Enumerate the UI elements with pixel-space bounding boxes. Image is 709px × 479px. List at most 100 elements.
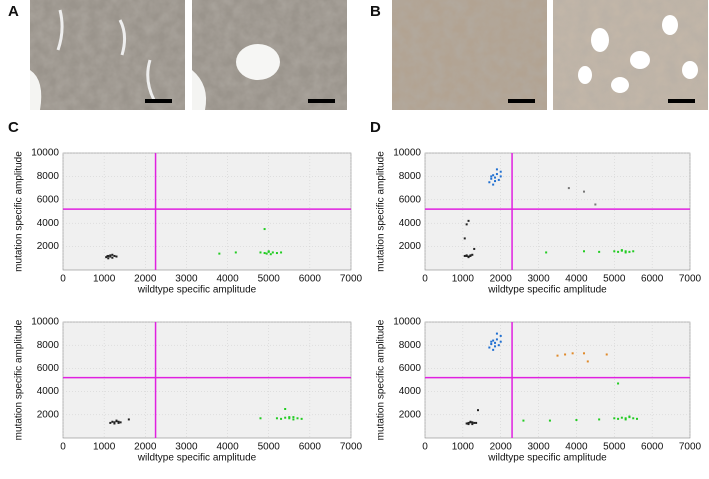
point: [115, 419, 118, 422]
y-tick-label: 2000: [37, 409, 60, 420]
point: [499, 340, 502, 343]
point: [497, 344, 500, 347]
x-tick-label: 5000: [258, 274, 281, 285]
point: [499, 175, 502, 178]
x-tick-label: 2000: [134, 274, 157, 285]
micrograph-a2: [192, 0, 347, 110]
point: [269, 253, 272, 256]
point: [463, 254, 466, 257]
point: [632, 250, 635, 253]
x-tick-label: 4000: [565, 442, 588, 453]
point: [494, 176, 497, 179]
point: [473, 421, 476, 424]
x-tick-label: 2000: [490, 274, 513, 285]
point: [492, 339, 495, 342]
point: [571, 352, 574, 355]
y-tick-label: 2000: [399, 409, 422, 420]
x-axis-label: wildtype specific amplitude: [487, 285, 607, 296]
x-tick-label: 3000: [527, 442, 550, 453]
x-tick-label: 2000: [134, 442, 157, 453]
point: [617, 250, 620, 253]
y-tick-label: 6000: [37, 363, 60, 374]
y-axis-label: mutation specific amplitude: [14, 151, 25, 272]
x-tick-label: 7000: [340, 274, 363, 285]
point: [113, 422, 116, 425]
point: [471, 423, 474, 426]
point: [263, 252, 266, 255]
y-tick-label: 6000: [399, 194, 422, 205]
point: [494, 180, 497, 183]
point: [494, 345, 497, 348]
point: [545, 251, 548, 254]
point: [467, 256, 470, 259]
x-axis-label: wildtype specific amplitude: [487, 453, 607, 464]
x-tick-label: 1000: [93, 274, 116, 285]
point: [490, 177, 493, 180]
plot-area: [424, 321, 691, 439]
point: [288, 416, 291, 419]
point: [113, 421, 116, 424]
x-tick-label: 6000: [299, 274, 322, 285]
x-tick-label: 2000: [490, 442, 513, 453]
point: [492, 348, 495, 351]
point: [267, 250, 270, 253]
point: [583, 250, 585, 253]
point: [284, 408, 287, 410]
x-tick-label: 6000: [641, 442, 664, 453]
point: [594, 203, 597, 206]
point: [605, 353, 608, 356]
point: [495, 173, 498, 176]
y-axis-label: mutation specific amplitude: [376, 151, 387, 272]
point: [115, 255, 118, 258]
point: [106, 255, 109, 258]
point: [488, 181, 491, 184]
x-axis-label: wildtype specific amplitude: [137, 453, 257, 464]
point: [556, 354, 559, 357]
y-tick-label: 4000: [399, 386, 422, 397]
y-axis-label: mutation specific amplitude: [376, 319, 387, 440]
point: [636, 417, 638, 420]
point: [598, 418, 601, 421]
point: [275, 252, 278, 255]
x-tick-label: 5000: [258, 442, 281, 453]
point: [617, 382, 620, 385]
point: [263, 228, 266, 231]
point: [499, 170, 502, 173]
x-tick-label: 3000: [175, 442, 198, 453]
point: [111, 420, 114, 423]
x-tick-label: 6000: [299, 442, 322, 453]
point: [275, 417, 278, 420]
point: [218, 252, 221, 255]
panel-label: D: [370, 119, 381, 136]
x-tick-label: 1000: [452, 274, 475, 285]
point: [280, 251, 283, 254]
point: [522, 419, 525, 422]
plot-area: [62, 321, 352, 439]
point: [490, 340, 493, 343]
point: [113, 254, 116, 257]
micrograph-a1: [30, 0, 185, 110]
y-tick-label: 10000: [393, 148, 421, 159]
point: [111, 253, 114, 256]
x-tick-label: 0: [422, 442, 428, 453]
x-tick-label: 0: [422, 274, 428, 285]
point: [624, 251, 627, 254]
x-tick-label: 7000: [340, 442, 363, 453]
y-tick-label: 6000: [399, 363, 422, 374]
y-tick-label: 4000: [37, 218, 60, 229]
point: [583, 190, 585, 193]
point: [494, 341, 497, 344]
point: [284, 416, 287, 419]
point: [259, 251, 262, 254]
point: [488, 346, 491, 349]
point: [117, 420, 120, 423]
point: [288, 417, 291, 420]
point: [628, 415, 631, 418]
y-tick-label: 10000: [393, 317, 421, 328]
point: [475, 421, 478, 424]
y-tick-label: 2000: [37, 241, 60, 252]
point: [495, 332, 498, 335]
point: [583, 352, 585, 355]
x-tick-label: 0: [60, 442, 66, 453]
point: [495, 168, 498, 171]
